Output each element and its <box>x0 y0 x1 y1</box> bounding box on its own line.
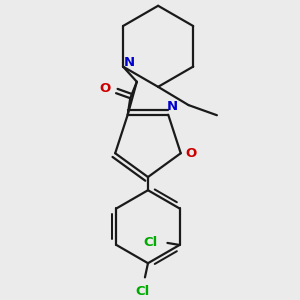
Text: N: N <box>167 100 178 113</box>
Text: Cl: Cl <box>143 236 157 249</box>
Text: O: O <box>99 82 110 94</box>
Text: N: N <box>124 56 135 69</box>
Text: O: O <box>185 147 197 160</box>
Text: Cl: Cl <box>136 286 150 298</box>
